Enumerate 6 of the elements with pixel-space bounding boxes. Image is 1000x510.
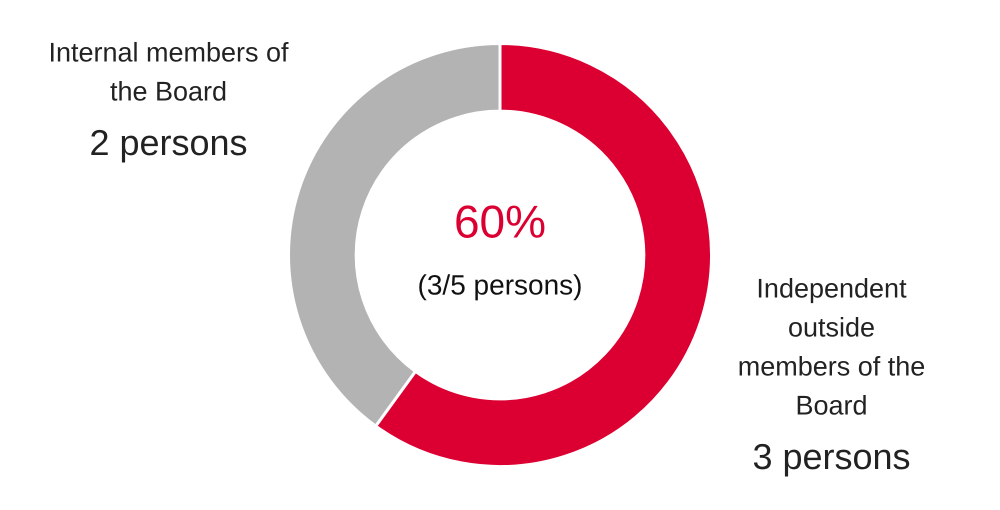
text: 60% xyxy=(454,196,546,248)
slice-label: Internal members of the Board xyxy=(48,37,290,106)
data-label: 2 persons xyxy=(89,122,248,163)
text: (3/5 persons) xyxy=(418,270,582,301)
data-label: 3 persons xyxy=(752,436,911,477)
slice-label: Independent outside members of the Board xyxy=(738,273,926,420)
